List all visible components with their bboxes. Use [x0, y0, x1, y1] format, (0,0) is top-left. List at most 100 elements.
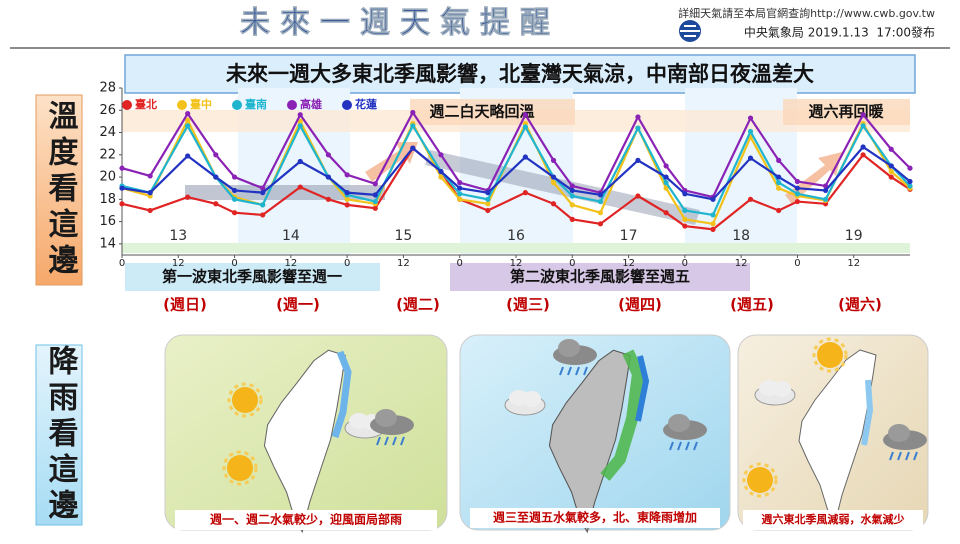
day-label: 13	[169, 228, 187, 244]
point	[410, 123, 416, 129]
point	[888, 146, 894, 152]
day-label: 17	[620, 228, 638, 244]
point	[147, 173, 153, 179]
point	[635, 125, 641, 131]
point	[710, 212, 716, 218]
point	[597, 192, 604, 198]
point	[485, 201, 491, 207]
x-tick-label: 0	[344, 258, 350, 269]
point	[485, 190, 491, 196]
caption: 週一、週二水氣較少，迎風面局部雨	[210, 512, 402, 527]
x-tick-label: 0	[231, 258, 237, 269]
point	[794, 191, 801, 197]
caption-box	[175, 510, 437, 530]
point	[485, 196, 491, 202]
point	[147, 207, 153, 214]
annotation: 週二白天略回溫	[429, 103, 534, 121]
point	[597, 198, 604, 205]
point	[682, 216, 688, 222]
point	[597, 210, 604, 216]
point	[710, 196, 716, 202]
point	[438, 152, 444, 158]
x-tick-label: 12	[622, 258, 635, 269]
day-label: 19	[845, 228, 863, 244]
side-box	[35, 94, 83, 286]
caption: 週六東北季風減弱，水氣減少	[762, 512, 905, 526]
point	[794, 198, 801, 205]
point	[185, 123, 191, 129]
point	[776, 174, 782, 180]
point	[325, 196, 331, 202]
point	[522, 154, 528, 160]
point	[822, 187, 829, 194]
point	[569, 216, 575, 222]
x-tick-label: 0	[457, 258, 463, 269]
point	[663, 180, 669, 186]
annotation-box	[783, 99, 910, 125]
x-tick-label: 12	[397, 258, 410, 269]
weekday-label: (週日)	[163, 296, 207, 314]
point	[550, 157, 557, 163]
point	[776, 207, 782, 214]
x-tick-label: 12	[847, 258, 860, 269]
point	[297, 184, 303, 190]
point	[860, 144, 866, 150]
point	[663, 163, 669, 169]
point	[550, 180, 557, 186]
legend-marker	[122, 100, 132, 110]
annotation: 第二波東北季風影響至週五	[510, 268, 690, 286]
y-tick-label: 26	[99, 103, 116, 118]
point	[297, 118, 303, 124]
x-tick-label: 12	[735, 258, 748, 269]
point	[569, 187, 575, 194]
x-tick-label: 0	[119, 258, 125, 269]
point	[635, 114, 641, 120]
point	[372, 205, 378, 211]
point	[663, 185, 669, 191]
point	[297, 158, 303, 165]
point	[710, 221, 716, 227]
x-tick-label: 12	[510, 258, 523, 269]
point	[822, 196, 829, 202]
rain-area	[861, 379, 874, 446]
point	[297, 112, 303, 118]
point	[185, 153, 191, 159]
caption-box	[470, 508, 720, 528]
point	[597, 221, 604, 227]
legend-label: 花蓮	[355, 97, 377, 111]
point	[776, 185, 782, 191]
day-label: 14	[282, 228, 300, 244]
point	[682, 191, 688, 197]
y-tick-label: 14	[99, 236, 116, 251]
point	[635, 157, 641, 163]
point	[438, 168, 444, 175]
point	[457, 191, 463, 197]
trend-arrow	[785, 152, 842, 204]
point	[907, 178, 913, 185]
point	[213, 201, 219, 207]
point	[888, 174, 894, 180]
point	[344, 172, 350, 178]
issuer: 中央氣象局 2019.1.13 17:00發布	[744, 25, 935, 40]
point	[747, 115, 754, 121]
annotation: 第一波東北季風影響至週一	[162, 268, 342, 286]
point	[372, 181, 378, 187]
point	[231, 210, 238, 216]
side-label: 溫度看這邊	[43, 100, 79, 280]
point	[325, 152, 331, 158]
point	[344, 196, 350, 202]
rain-area	[600, 349, 645, 481]
point	[794, 185, 801, 191]
title: 未來一週天氣提醒	[240, 6, 560, 41]
point	[119, 165, 125, 171]
legend-marker	[342, 100, 352, 110]
point	[410, 109, 416, 116]
legend-label: 高雄	[300, 97, 322, 111]
annotation: 週六再回暖	[808, 103, 884, 121]
point	[231, 196, 238, 202]
point	[213, 152, 219, 158]
point	[325, 174, 331, 180]
y-tick-label: 24	[99, 125, 116, 140]
rain-area	[635, 355, 650, 422]
